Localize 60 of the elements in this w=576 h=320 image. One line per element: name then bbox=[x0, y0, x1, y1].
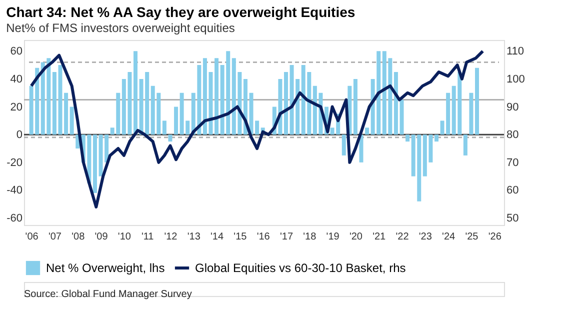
y-tick-label: -20 bbox=[6, 156, 22, 169]
y2-tick-label: 70 bbox=[506, 156, 519, 169]
x-tick-label: '18 bbox=[303, 232, 317, 242]
y-tick-label: -60 bbox=[6, 212, 22, 225]
x-tick-label: '08 bbox=[72, 232, 86, 242]
y-tick-label: 0 bbox=[16, 129, 22, 142]
legend-label: Global Equities vs 60-30-10 Basket, rhs bbox=[195, 261, 406, 275]
source-note: Source: Global Fund Manager Survey bbox=[24, 289, 192, 300]
bar bbox=[353, 78, 358, 135]
x-tick-label: '16 bbox=[256, 232, 270, 242]
x-tick-label: '09 bbox=[94, 232, 108, 242]
bar bbox=[92, 134, 97, 194]
x-tick-label: '06 bbox=[25, 232, 39, 242]
y2-tick-label: 50 bbox=[506, 212, 519, 225]
y2-tick-label: 100 bbox=[506, 73, 525, 86]
bar bbox=[469, 92, 474, 135]
x-tick-label: '25 bbox=[465, 232, 479, 242]
x-tick-label: '14 bbox=[210, 232, 224, 242]
x-tick-label: '24 bbox=[442, 232, 456, 242]
y2-tick-label: 80 bbox=[506, 129, 519, 142]
bar bbox=[52, 72, 56, 135]
line-series bbox=[30, 50, 484, 208]
bar bbox=[134, 51, 138, 135]
bar bbox=[168, 134, 172, 142]
bar bbox=[394, 72, 398, 135]
x-tick-label: '23 bbox=[418, 232, 432, 242]
chart-title: Chart 34: Net % AA Say they are overweight Equities bbox=[6, 4, 356, 20]
x-tick-label: '21 bbox=[372, 232, 386, 242]
x-tick-label: '22 bbox=[396, 232, 410, 242]
bar bbox=[284, 72, 288, 135]
y2-tick-label: 90 bbox=[506, 101, 519, 114]
bar bbox=[214, 58, 219, 135]
bar bbox=[162, 120, 166, 135]
x-tick-label: '12 bbox=[164, 232, 178, 242]
bar bbox=[70, 106, 74, 135]
x-tick-label: '11 bbox=[141, 232, 154, 242]
x-tick-label: '17 bbox=[280, 232, 294, 242]
y-tick-label: 60 bbox=[10, 46, 22, 58]
bar bbox=[365, 128, 370, 135]
x-tick-label: '26 bbox=[488, 232, 502, 242]
bar bbox=[463, 134, 468, 156]
bar bbox=[475, 68, 480, 135]
bar bbox=[400, 100, 404, 135]
y-tick-label: -40 bbox=[6, 184, 22, 197]
y2-tick-label: 110 bbox=[506, 46, 524, 58]
y2-tick-label: 60 bbox=[506, 184, 519, 197]
y-tick-label: 40 bbox=[10, 73, 22, 86]
bar bbox=[174, 106, 178, 135]
bar bbox=[434, 134, 438, 142]
bar bbox=[406, 134, 410, 142]
legend-label: Net % Overweight, lhs bbox=[46, 261, 165, 275]
x-tick-label: '20 bbox=[349, 232, 363, 242]
x-tick-label: '15 bbox=[234, 232, 248, 242]
x-tick-label: '19 bbox=[326, 232, 340, 242]
bar bbox=[342, 134, 346, 156]
x-tick-label: '13 bbox=[187, 232, 201, 242]
y-tick-label: 20 bbox=[10, 101, 22, 114]
chart-subtitle: Net% of FMS investors overweight equities bbox=[6, 21, 235, 35]
x-tick-label: '10 bbox=[118, 232, 132, 242]
x-tick-label: '07 bbox=[48, 232, 62, 242]
